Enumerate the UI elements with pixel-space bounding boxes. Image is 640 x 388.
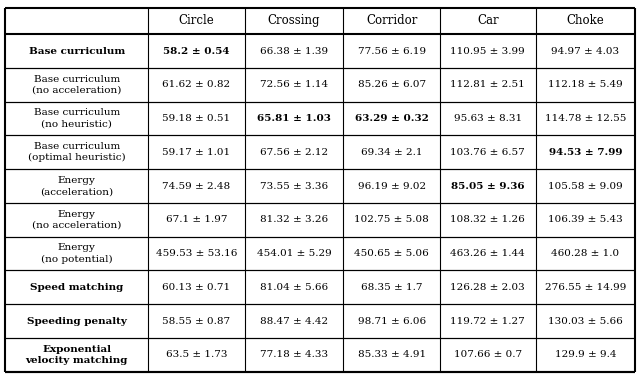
Text: Exponential
velocity matching: Exponential velocity matching [26,345,128,365]
Text: 77.56 ± 6.19: 77.56 ± 6.19 [358,47,426,55]
Text: 459.53 ± 53.16: 459.53 ± 53.16 [156,249,237,258]
Text: Energy
(no potential): Energy (no potential) [41,243,113,264]
Text: 96.19 ± 9.02: 96.19 ± 9.02 [358,182,426,191]
Text: 103.76 ± 6.57: 103.76 ± 6.57 [451,148,525,157]
Text: 58.2 ± 0.54: 58.2 ± 0.54 [163,47,230,55]
Text: 112.18 ± 5.49: 112.18 ± 5.49 [548,80,623,89]
Text: Corridor: Corridor [366,14,417,28]
Text: 67.56 ± 2.12: 67.56 ± 2.12 [260,148,328,157]
Text: 85.33 ± 4.91: 85.33 ± 4.91 [358,350,426,359]
Text: 67.1 ± 1.97: 67.1 ± 1.97 [166,215,227,224]
Text: 129.9 ± 9.4: 129.9 ± 9.4 [555,350,616,359]
Text: 63.5 ± 1.73: 63.5 ± 1.73 [166,350,227,359]
Text: Base curriculum: Base curriculum [29,47,125,55]
Text: 105.58 ± 9.09: 105.58 ± 9.09 [548,182,623,191]
Text: 81.04 ± 5.66: 81.04 ± 5.66 [260,283,328,292]
Text: 58.55 ± 0.87: 58.55 ± 0.87 [163,317,230,326]
Text: 60.13 ± 0.71: 60.13 ± 0.71 [163,283,230,292]
Text: 77.18 ± 4.33: 77.18 ± 4.33 [260,350,328,359]
Text: Car: Car [477,14,499,28]
Text: 95.63 ± 8.31: 95.63 ± 8.31 [454,114,522,123]
Text: 106.39 ± 5.43: 106.39 ± 5.43 [548,215,623,224]
Text: 460.28 ± 1.0: 460.28 ± 1.0 [552,249,620,258]
Text: 107.66 ± 0.7: 107.66 ± 0.7 [454,350,522,359]
Text: 59.18 ± 0.51: 59.18 ± 0.51 [163,114,230,123]
Text: 85.05 ± 9.36: 85.05 ± 9.36 [451,182,525,191]
Text: 102.75 ± 5.08: 102.75 ± 5.08 [354,215,429,224]
Text: 276.55 ± 14.99: 276.55 ± 14.99 [545,283,626,292]
Text: Choke: Choke [566,14,604,28]
Text: 88.47 ± 4.42: 88.47 ± 4.42 [260,317,328,326]
Text: 454.01 ± 5.29: 454.01 ± 5.29 [257,249,332,258]
Text: 94.53 ± 7.99: 94.53 ± 7.99 [548,148,622,157]
Text: 66.38 ± 1.39: 66.38 ± 1.39 [260,47,328,55]
Text: 450.65 ± 5.06: 450.65 ± 5.06 [354,249,429,258]
Text: 73.55 ± 3.36: 73.55 ± 3.36 [260,182,328,191]
Text: 72.56 ± 1.14: 72.56 ± 1.14 [260,80,328,89]
Text: 74.59 ± 2.48: 74.59 ± 2.48 [163,182,230,191]
Text: 112.81 ± 2.51: 112.81 ± 2.51 [451,80,525,89]
Text: 108.32 ± 1.26: 108.32 ± 1.26 [451,215,525,224]
Text: 110.95 ± 3.99: 110.95 ± 3.99 [451,47,525,55]
Text: Crossing: Crossing [268,14,320,28]
Text: 59.17 ± 1.01: 59.17 ± 1.01 [163,148,230,157]
Text: 126.28 ± 2.03: 126.28 ± 2.03 [451,283,525,292]
Text: 94.97 ± 4.03: 94.97 ± 4.03 [552,47,620,55]
Text: 81.32 ± 3.26: 81.32 ± 3.26 [260,215,328,224]
Text: Speed matching: Speed matching [30,283,124,292]
Text: Speeding penalty: Speeding penalty [27,317,127,326]
Text: 119.72 ± 1.27: 119.72 ± 1.27 [451,317,525,326]
Text: 463.26 ± 1.44: 463.26 ± 1.44 [451,249,525,258]
Text: Energy
(no acceleration): Energy (no acceleration) [32,210,122,230]
Text: Energy
(acceleration): Energy (acceleration) [40,176,113,196]
Text: Base curriculum
(no acceleration): Base curriculum (no acceleration) [32,75,122,95]
Text: 63.29 ± 0.32: 63.29 ± 0.32 [355,114,429,123]
Text: Base curriculum
(optimal heuristic): Base curriculum (optimal heuristic) [28,142,125,163]
Text: Base curriculum
(no heuristic): Base curriculum (no heuristic) [33,109,120,128]
Text: 61.62 ± 0.82: 61.62 ± 0.82 [163,80,230,89]
Text: 114.78 ± 12.55: 114.78 ± 12.55 [545,114,626,123]
Text: 98.71 ± 6.06: 98.71 ± 6.06 [358,317,426,326]
Text: 68.35 ± 1.7: 68.35 ± 1.7 [361,283,422,292]
Text: Circle: Circle [179,14,214,28]
Text: 69.34 ± 2.1: 69.34 ± 2.1 [361,148,422,157]
Text: 130.03 ± 5.66: 130.03 ± 5.66 [548,317,623,326]
Text: 85.26 ± 6.07: 85.26 ± 6.07 [358,80,426,89]
Text: 65.81 ± 1.03: 65.81 ± 1.03 [257,114,331,123]
